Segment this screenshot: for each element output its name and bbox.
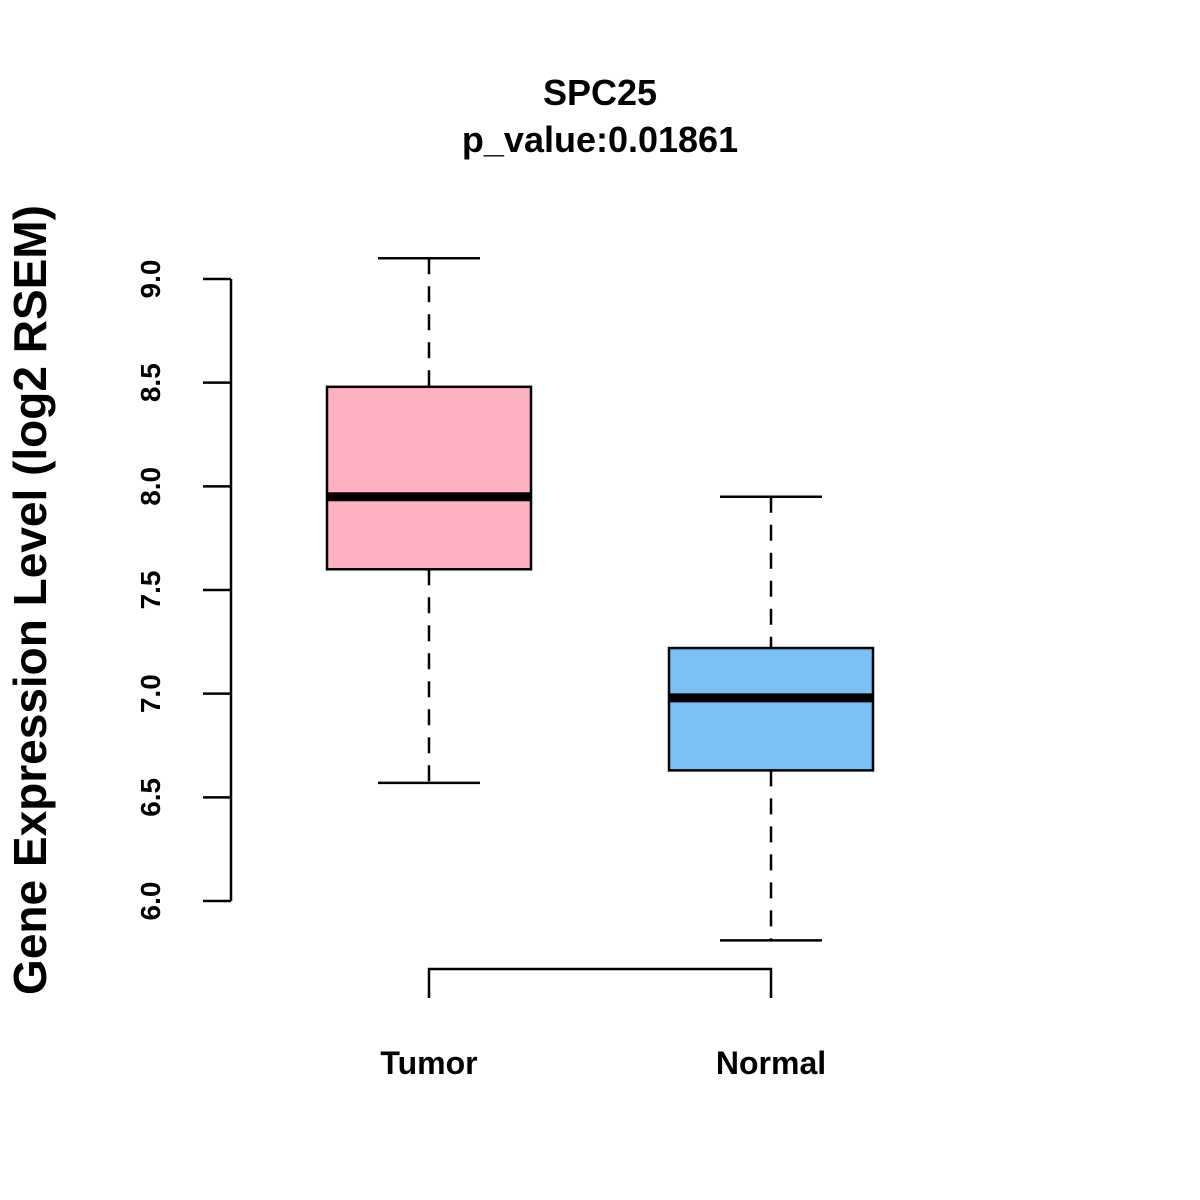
box-iqr <box>667 646 875 772</box>
box-group <box>325 257 875 942</box>
y-axis: 6.0 6.5 7.0 7.5 8.0 8.5 9.0 <box>135 260 233 921</box>
x-tick-label: Tumor <box>380 1045 477 1081</box>
x-axis-labels: Tumor Normal <box>380 1045 826 1081</box>
box-iqr <box>325 385 533 571</box>
y-tick-label: 9.0 <box>135 260 166 299</box>
y-tick-label: 6.0 <box>135 882 166 921</box>
y-tick-label: 7.5 <box>135 571 166 610</box>
chart-subtitle: p_value:0.01861 <box>462 119 738 160</box>
y-axis-label: Gene Expression Level (log2 RSEM) <box>4 205 56 995</box>
y-tick-label: 8.0 <box>135 467 166 506</box>
y-tick-label: 8.5 <box>135 363 166 402</box>
y-tick-label: 7.0 <box>135 674 166 713</box>
chart-title: SPC25 <box>543 72 657 113</box>
y-tick-label: 6.5 <box>135 778 166 817</box>
box-normal <box>667 495 875 942</box>
bracket-line <box>427 967 773 998</box>
box-tumor <box>325 257 533 785</box>
x-tick-label: Normal <box>716 1045 826 1081</box>
group-bracket <box>427 967 773 998</box>
